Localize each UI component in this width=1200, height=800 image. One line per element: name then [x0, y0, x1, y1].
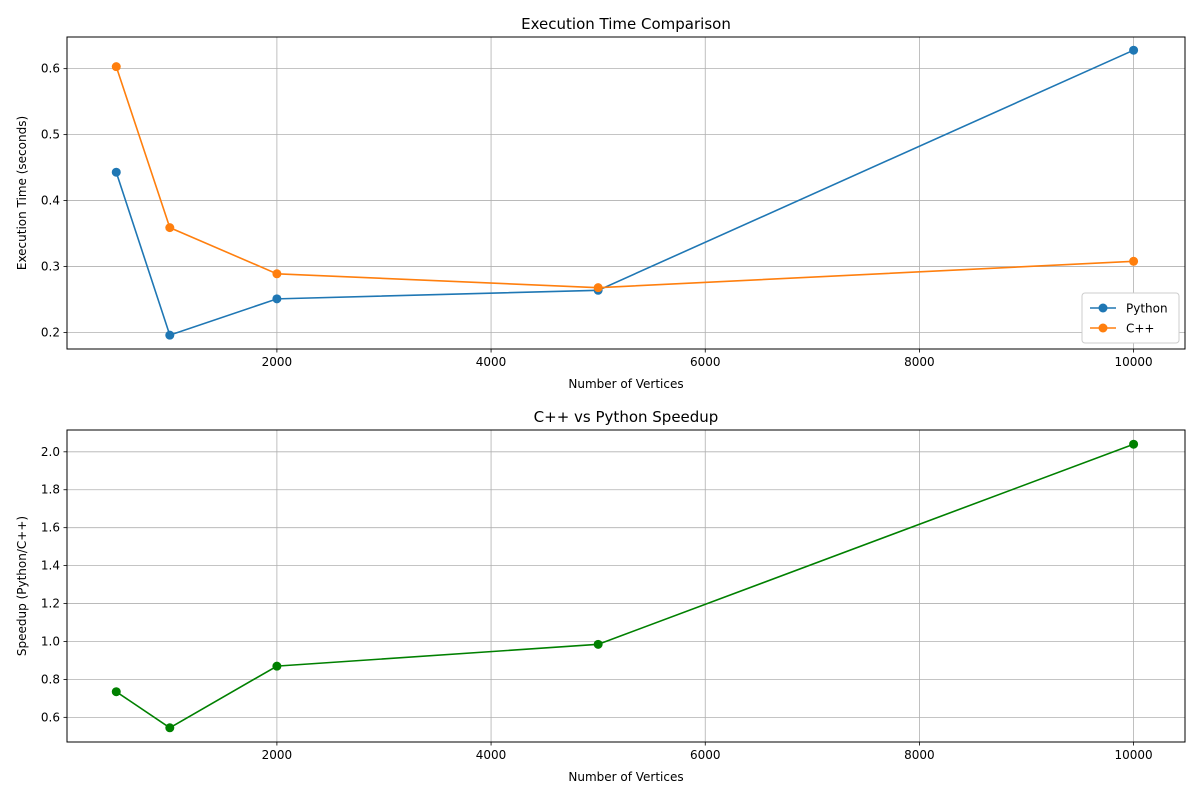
axes-frame	[66, 429, 1186, 743]
x-tick-label: 10000	[1115, 355, 1153, 369]
data-point	[593, 283, 603, 293]
legend-label: C++	[1126, 322, 1155, 336]
x-tick-label: 4000	[476, 748, 507, 762]
legend: Python C++	[1081, 292, 1180, 344]
series-line	[115, 443, 1134, 729]
x-tick-label: 2000	[262, 748, 293, 762]
x-axis-label: Number of Vertices	[568, 770, 683, 784]
x-tick-label: 8000	[904, 748, 935, 762]
y-tick-label: 0.4	[41, 194, 60, 208]
data-point	[111, 687, 121, 697]
data-point	[1129, 256, 1139, 266]
data-point	[272, 269, 282, 279]
x-tick-label: 8000	[904, 355, 935, 369]
y-axis-label: Execution Time (seconds)	[15, 116, 29, 270]
y-tick-label: 1.4	[41, 559, 60, 573]
x-tick-label: 10000	[1115, 748, 1153, 762]
x-axis-label: Number of Vertices	[568, 377, 683, 391]
y-tick-label: 0.5	[41, 128, 60, 142]
chart-panel-2: 2000 4000 6000 8000 10000 0.6 0.8 1.0 1.2 1.4 1.6 1…	[15, 408, 1186, 784]
data-point	[111, 62, 121, 72]
y-axis-label: Speedup (Python/C++)	[15, 516, 29, 656]
x-tick-label: 6000	[690, 355, 721, 369]
legend-marker	[1098, 323, 1108, 333]
y-tick-label: 0.6	[41, 710, 60, 724]
legend-box	[1081, 292, 1180, 344]
x-tick-label: 4000	[476, 355, 507, 369]
y-tick-label: 0.3	[41, 260, 60, 274]
legend-label: Python	[1126, 302, 1168, 316]
data-point	[1129, 45, 1139, 55]
y-tick-label: 0.6	[41, 62, 60, 76]
chart-title: C++ vs Python Speedup	[534, 408, 719, 426]
data-point	[272, 294, 282, 304]
data-point	[165, 330, 175, 340]
data-point	[111, 167, 121, 177]
data-point	[165, 723, 175, 733]
y-tick-label: 1.8	[41, 483, 60, 497]
data-point	[593, 639, 603, 649]
data-point	[272, 661, 282, 671]
data-point	[165, 223, 175, 233]
y-tick-label: 0.2	[41, 326, 60, 340]
x-tick-label: 2000	[262, 355, 293, 369]
series-line-c	[115, 66, 1134, 289]
y-tick-label: 1.6	[41, 521, 60, 535]
series-line-python	[115, 49, 1134, 337]
axes-frame	[66, 36, 1186, 350]
chart-panel-1: 2000 4000 6000 8000 10000 0.2 0.3 0.4 0.5 0.6 Exec…	[15, 15, 1186, 391]
x-tick-label: 6000	[690, 748, 721, 762]
chart-title: Execution Time Comparison	[521, 15, 731, 33]
legend-marker	[1098, 303, 1108, 313]
y-tick-label: 1.2	[41, 597, 60, 611]
y-tick-label: 2.0	[41, 445, 60, 459]
data-point	[1129, 439, 1139, 449]
y-tick-label: 0.8	[41, 672, 60, 686]
y-tick-label: 1.0	[41, 634, 60, 648]
